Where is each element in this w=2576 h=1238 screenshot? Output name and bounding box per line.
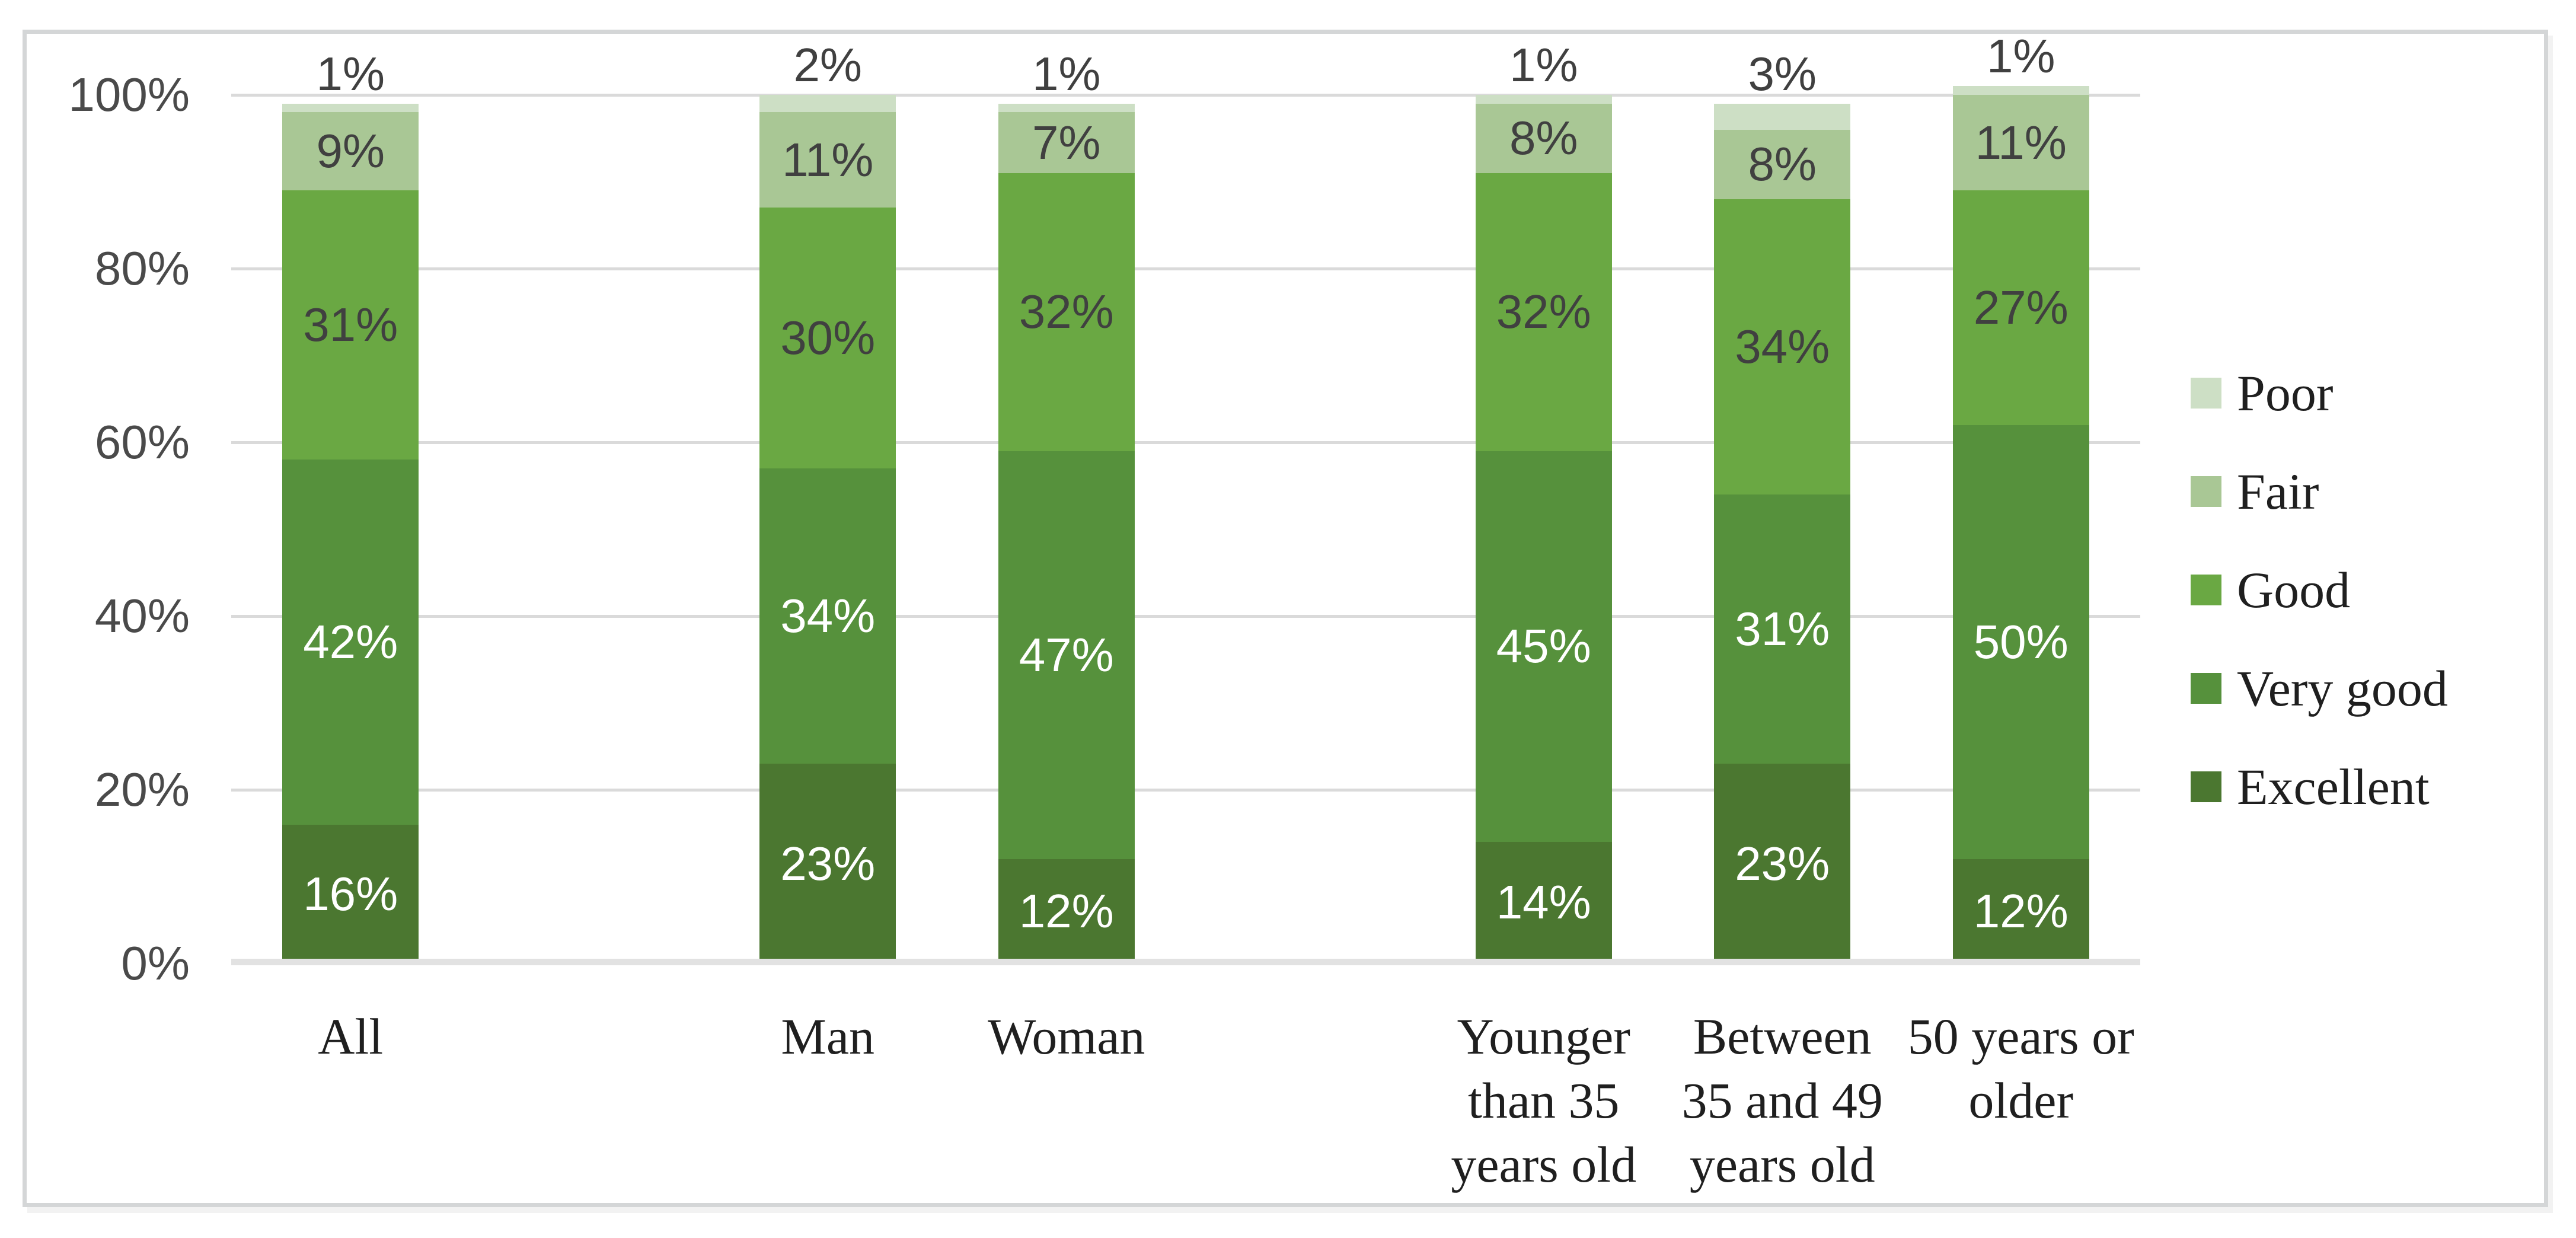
bar-data-label: 45% <box>1496 620 1591 673</box>
y-tick-label: 0% <box>121 937 190 990</box>
bar-segment-poor <box>1714 103 1851 130</box>
bar-data-label: 12% <box>1019 885 1114 938</box>
y-tick-label: 80% <box>94 242 190 295</box>
y-grid-line <box>231 441 2140 444</box>
bar-data-label: 9% <box>316 125 385 178</box>
x-axis-line <box>231 959 2140 965</box>
y-grid-line <box>231 94 2140 97</box>
bar-segment-good <box>282 190 419 460</box>
bar-data-label: 11% <box>782 133 874 186</box>
bar-segment-poor <box>1952 86 2089 95</box>
legend-item-poor: Poor <box>2191 365 2334 422</box>
bar-segment-fair <box>759 112 896 208</box>
y-tick-label: 100% <box>68 68 190 121</box>
bar-segment-poor <box>998 103 1135 113</box>
bar-top-label: 1% <box>316 47 385 100</box>
bar-segment-poor <box>1475 95 1612 104</box>
y-grid-line <box>231 615 2140 618</box>
bar-segment-fair <box>1952 95 2089 191</box>
legend-swatch-icon <box>2191 378 2221 409</box>
bar-top-label: 1% <box>1509 39 1578 91</box>
legend-swatch-icon <box>2191 575 2221 605</box>
bar-data-label: 34% <box>780 589 876 642</box>
bar-data-label: 14% <box>1496 876 1591 929</box>
bar-segment-good <box>759 208 896 468</box>
legend-swatch-icon <box>2191 673 2221 704</box>
bar-segment-excellent <box>282 824 419 963</box>
bar-data-label: 32% <box>1019 285 1114 339</box>
x-category-label: All <box>318 1008 384 1065</box>
bar-segment-excellent <box>1714 764 1851 963</box>
y-grid-line <box>231 267 2140 270</box>
bar-segment-poor <box>282 103 419 113</box>
bar-data-label: 27% <box>1973 280 2069 334</box>
y-tick-label: 20% <box>94 763 190 816</box>
bar-top-label: 2% <box>793 39 863 91</box>
legend-item-good: Good <box>2191 561 2351 618</box>
bar-data-label: 31% <box>1735 602 1830 655</box>
bar-data-label: 50% <box>1973 615 2069 668</box>
bar-segment-very-good <box>1475 451 1612 842</box>
legend-item-very-good: Very good <box>2191 660 2448 717</box>
bar-segment-poor <box>759 95 896 113</box>
bar-data-label: 11% <box>1975 116 2067 169</box>
bar-segment-fair <box>282 112 419 191</box>
bar-segment-fair <box>1714 129 1851 199</box>
bar-segment-very-good <box>282 460 419 825</box>
bar-data-label: 12% <box>1973 885 2069 938</box>
bar-segment-very-good <box>759 468 896 764</box>
bar-segment-very-good <box>1714 494 1851 764</box>
bar-top-label: 1% <box>1986 30 2055 83</box>
bar-data-label: 30% <box>780 311 876 365</box>
bar-data-label: 23% <box>780 837 876 890</box>
bar-data-label: 31% <box>303 298 398 352</box>
bar-data-label: 34% <box>1735 320 1830 373</box>
y-grid-line <box>231 789 2140 792</box>
bar-segment-excellent <box>1475 841 1612 963</box>
y-tick-label: 40% <box>94 589 190 642</box>
x-category-label: 50 years or older <box>1907 1008 2134 1129</box>
bar-segment-very-good <box>1952 425 2089 860</box>
bar-data-label: 8% <box>1748 138 1817 191</box>
bar-data-label: 23% <box>1735 837 1830 890</box>
bar-segment-very-good <box>998 451 1135 860</box>
x-category-label: Younger than 35 years old <box>1451 1008 1637 1193</box>
bar-segment-fair <box>1475 103 1612 173</box>
x-category-label: Woman <box>988 1008 1145 1065</box>
legend-label: Poor <box>2237 365 2334 422</box>
bar-segment-excellent <box>998 859 1135 963</box>
bar-data-label: 8% <box>1509 111 1578 165</box>
legend-item-excellent: Excellent <box>2191 758 2430 815</box>
legend-label: Excellent <box>2237 758 2430 815</box>
x-category-label: Man <box>781 1008 875 1065</box>
bar-segment-good <box>1475 173 1612 451</box>
legend-swatch-icon <box>2191 771 2221 802</box>
bar-data-label: 47% <box>1019 628 1114 681</box>
bar-data-label: 7% <box>1032 116 1101 169</box>
bar-segment-excellent <box>759 764 896 963</box>
legend-label: Good <box>2237 561 2351 618</box>
bar-segment-fair <box>998 112 1135 173</box>
legend-label: Fair <box>2237 463 2319 520</box>
bar-segment-excellent <box>1952 859 2089 963</box>
legend-swatch-icon <box>2191 476 2221 507</box>
legend-item-fair: Fair <box>2191 463 2319 520</box>
bar-top-label: 3% <box>1748 47 1817 100</box>
bar-data-label: 32% <box>1496 285 1591 339</box>
y-tick-label: 60% <box>94 416 190 468</box>
x-category-label: Between 35 and 49 years old <box>1681 1008 1883 1193</box>
bar-segment-good <box>998 173 1135 451</box>
bar-top-label: 1% <box>1032 47 1101 100</box>
bar-data-label: 42% <box>303 615 398 668</box>
bar-segment-good <box>1952 190 2089 425</box>
bar-segment-good <box>1714 199 1851 494</box>
bar-data-label: 16% <box>303 867 398 920</box>
legend-label: Very good <box>2237 660 2448 717</box>
